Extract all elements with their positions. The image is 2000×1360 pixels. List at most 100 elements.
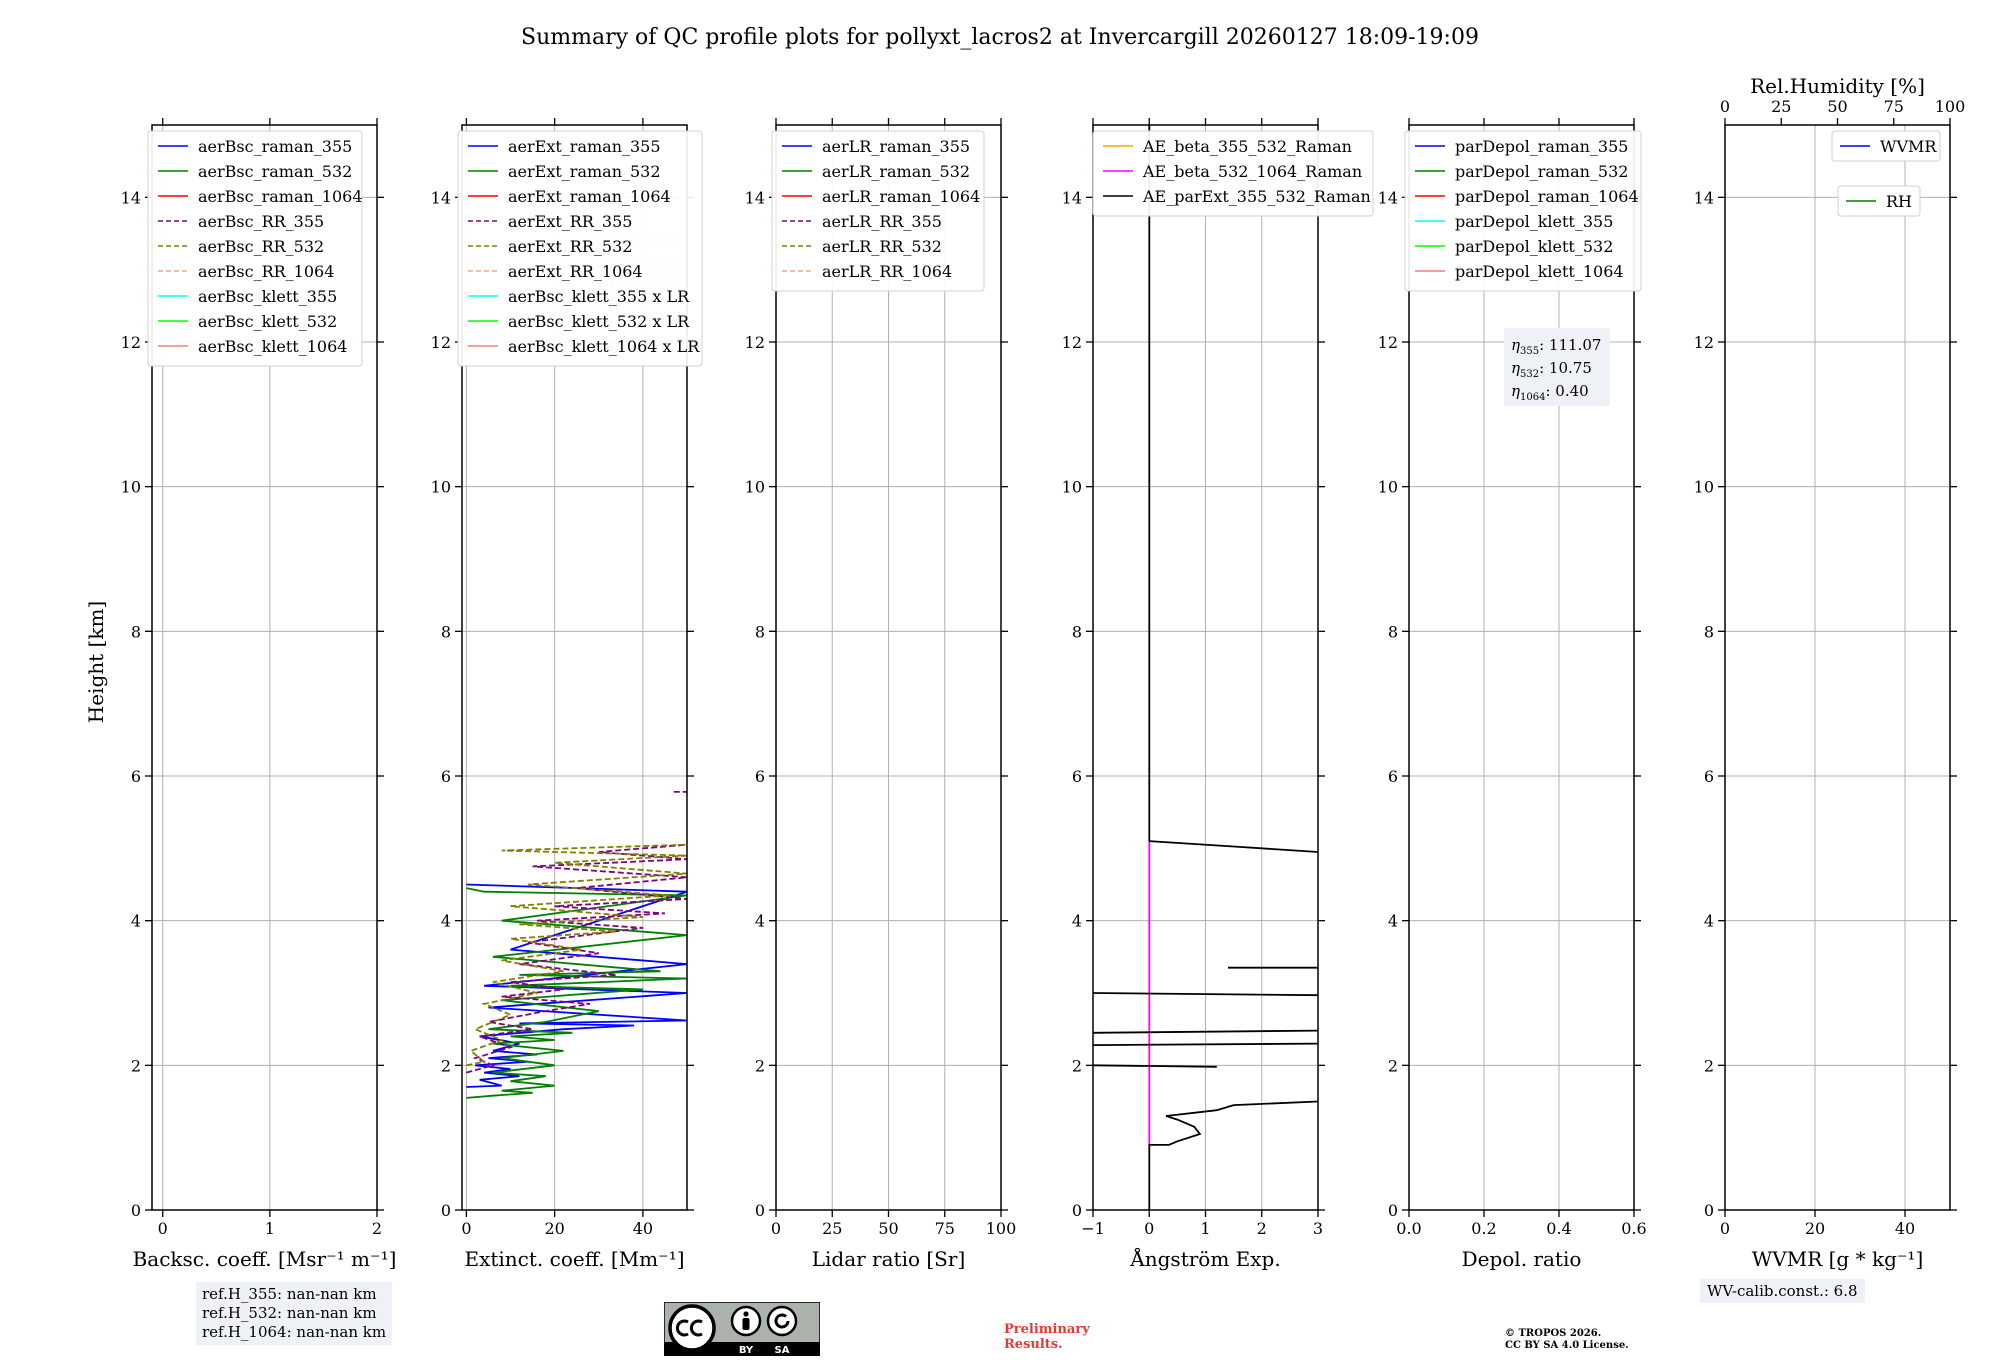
y-tick-label: 14 bbox=[1378, 188, 1398, 207]
cc-sa-label: SA bbox=[775, 1345, 790, 1356]
x-tick-label: 0 bbox=[771, 1219, 781, 1238]
y-tick-label: 4 bbox=[441, 912, 451, 931]
y-tick-label: 2 bbox=[1704, 1056, 1714, 1075]
axes-frame bbox=[1092, 124, 1319, 1211]
legend-box bbox=[1831, 130, 1941, 162]
eta-annotation-box bbox=[1504, 328, 1610, 406]
top-tick-label: 50 bbox=[1827, 97, 1847, 116]
legend-label: aerLR_raman_532 bbox=[822, 162, 970, 181]
x-tick-label: 0.2 bbox=[1471, 1219, 1496, 1238]
legend-label: AE_beta_532_1064_Raman bbox=[1142, 162, 1362, 181]
y-tick-label: 2 bbox=[755, 1056, 765, 1075]
sa-share-alike-icon bbox=[766, 1305, 798, 1337]
legend-label: aerExt_RR_532 bbox=[508, 237, 632, 256]
preliminary-line-1: Preliminary bbox=[1004, 1322, 1090, 1337]
y-tick-label: 10 bbox=[1378, 478, 1398, 497]
series-line-AE_parExt_355_532_Raman_a bbox=[1093, 1064, 1217, 1068]
y-tick-label: 6 bbox=[1704, 767, 1714, 786]
legend-box bbox=[1837, 185, 1921, 217]
y-tick-label: 6 bbox=[441, 767, 451, 786]
legend-box bbox=[1092, 130, 1374, 217]
series-line-AE_parExt_355_532_Raman_d bbox=[1093, 992, 1318, 997]
y-tick-label: 12 bbox=[1062, 333, 1082, 352]
axes-frame bbox=[1408, 124, 1635, 1211]
y-tick-label: 10 bbox=[1694, 478, 1714, 497]
y-tick-label: 0 bbox=[755, 1201, 765, 1220]
y-tick-label: 12 bbox=[431, 333, 451, 352]
y-tick-label: 10 bbox=[1062, 478, 1082, 497]
y-axis-label: Height [km] bbox=[84, 601, 108, 723]
axes-frame bbox=[775, 124, 1002, 1211]
legend: aerLR_raman_355 aerLR_raman_532 aerLR_rama… bbox=[771, 130, 985, 292]
y-tick-label: 14 bbox=[745, 188, 765, 207]
x-axis-label: WVMR [g * kg⁻¹] bbox=[1752, 1247, 1924, 1271]
x-axis-label: Backsc. coeff. [Msr⁻¹ m⁻¹] bbox=[133, 1247, 397, 1271]
legend-label: parDepol_raman_532 bbox=[1455, 162, 1628, 181]
x-tick-label: 20 bbox=[1805, 1219, 1825, 1238]
legend-label: aerBsc_RR_355 bbox=[198, 212, 324, 231]
y-tick-label: 2 bbox=[441, 1056, 451, 1075]
axes-frame bbox=[151, 124, 378, 1211]
y-tick-label: 14 bbox=[121, 188, 141, 207]
top-tick-label: 0 bbox=[1720, 97, 1730, 116]
legend-label: aerBsc_raman_355 bbox=[198, 137, 352, 156]
legend: AE_beta_355_532_Raman AE_beta_532_1064_Ra… bbox=[1092, 130, 1374, 217]
y-tick-label: 10 bbox=[431, 478, 451, 497]
y-tick-label: 6 bbox=[1072, 767, 1082, 786]
series-group bbox=[1093, 125, 1318, 1210]
x-tick-label: 50 bbox=[878, 1219, 898, 1238]
legend-label: RH bbox=[1886, 192, 1912, 211]
figure-title: Summary of QC profile plots for pollyxt_… bbox=[521, 25, 1479, 50]
axes-frame bbox=[461, 124, 688, 1211]
y-tick-label: 14 bbox=[431, 188, 451, 207]
cc-letters-icon bbox=[675, 1319, 703, 1337]
copyright-note: © TROPOS 2026. CC BY SA 4.0 License. bbox=[1505, 1328, 1629, 1352]
legend-label: AE_beta_355_532_Raman bbox=[1142, 137, 1352, 156]
legend-label: aerBsc_klett_355 bbox=[198, 287, 337, 306]
ref-height-1064: ref.H_1064: nan-nan km bbox=[202, 1323, 387, 1341]
legend: aerBsc_raman_355 aerBsc_raman_532 aerBsc_r… bbox=[147, 130, 363, 367]
x-tick-label: 2 bbox=[372, 1219, 382, 1238]
legend: WVMR RH bbox=[1831, 130, 1941, 217]
legend-label: aerLR_RR_1064 bbox=[822, 262, 952, 281]
series-line-aerExt_RR_532 bbox=[466, 843, 687, 1067]
legend-label: aerLR_raman_355 bbox=[822, 137, 970, 156]
legend-label: aerBsc_klett_355 x LR bbox=[508, 287, 690, 306]
y-tick-label: 4 bbox=[1388, 912, 1398, 931]
x-tick-label: 1 bbox=[265, 1219, 275, 1238]
legend-label: parDepol_klett_532 bbox=[1455, 237, 1613, 256]
panel-3: 0 25 50 75 100 0 2 4 6 8 10 12 14 Lidar ratio [Sr] aer… bbox=[745, 118, 1016, 1271]
ref-height-355: ref.H_355: nan-nan km bbox=[202, 1285, 377, 1303]
legend-label: aerBsc_raman_532 bbox=[198, 162, 352, 181]
x-axis-label: Ångström Exp. bbox=[1129, 1246, 1280, 1271]
y-tick-label: 0 bbox=[131, 1201, 141, 1220]
series-line-AE_parExt_355_532_Raman_f bbox=[1149, 840, 1318, 853]
eta-value-1064: η1064: 0.40 bbox=[1511, 382, 1589, 403]
legend-label: aerBsc_klett_1064 x LR bbox=[508, 337, 700, 356]
by-person-head bbox=[743, 1311, 749, 1317]
preliminary-note: Preliminary Results. bbox=[1004, 1322, 1090, 1352]
legend-label: aerBsc_RR_532 bbox=[198, 237, 324, 256]
legend-box bbox=[1404, 130, 1642, 292]
x-tick-label: −1 bbox=[1081, 1219, 1105, 1238]
eta-value-532: η532: 10.75 bbox=[1511, 359, 1592, 380]
legend-label: aerExt_raman_532 bbox=[508, 162, 661, 181]
axes-frame bbox=[1724, 124, 1951, 1211]
x-tick-label: 0.0 bbox=[1396, 1219, 1421, 1238]
y-tick-label: 0 bbox=[1388, 1201, 1398, 1220]
y-tick-label: 4 bbox=[755, 912, 765, 931]
legend-label: WVMR bbox=[1880, 137, 1937, 156]
y-tick-label: 4 bbox=[131, 912, 141, 931]
legend-label: aerBsc_klett_532 x LR bbox=[508, 312, 690, 331]
series-line-AE_parExt_355_532_Raman_b bbox=[1093, 1042, 1318, 1046]
legend-label: aerExt_RR_355 bbox=[508, 212, 632, 231]
by-person-body bbox=[742, 1318, 750, 1330]
cc-by-sa-license-badge: BY SA bbox=[664, 1302, 820, 1356]
top-tick-label: 100 bbox=[1935, 97, 1966, 116]
x-tick-label: 0 bbox=[1144, 1219, 1154, 1238]
y-tick-label: 0 bbox=[1072, 1201, 1082, 1220]
